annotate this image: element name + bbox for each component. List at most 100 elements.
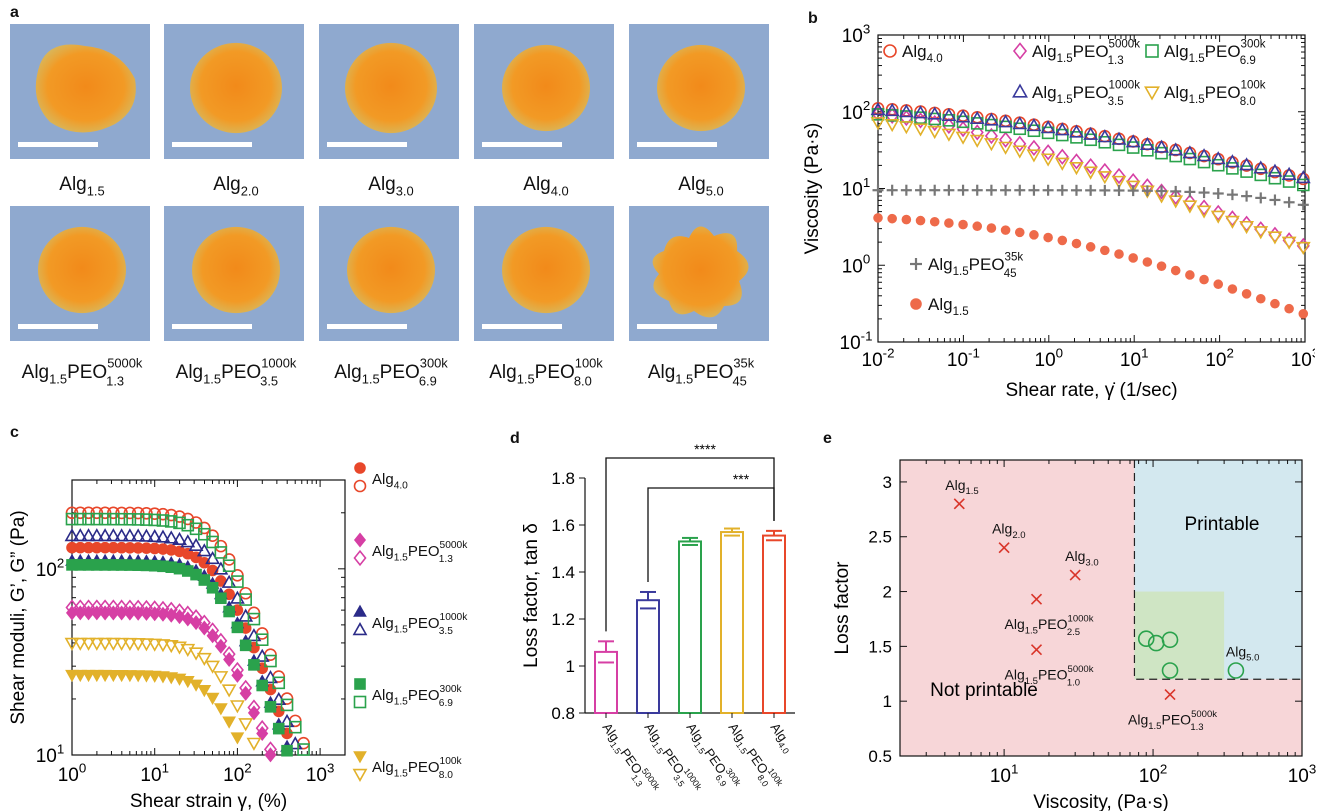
- data-point: [196, 543, 212, 557]
- data-point: [65, 506, 79, 520]
- data-point: [72, 637, 88, 651]
- data-point: [123, 670, 137, 683]
- gel-droplet-photo: [629, 24, 769, 159]
- data-point: [885, 107, 899, 124]
- legend-marker: [353, 751, 367, 764]
- data-point: [1182, 200, 1198, 214]
- caption-text: Alg1.5PEO300k 6.9: [334, 356, 448, 389]
- data-point: [1083, 126, 1099, 140]
- legend-marker: [353, 479, 367, 493]
- data-point: [1199, 274, 1209, 285]
- data-point: [98, 512, 112, 526]
- data-point: [206, 529, 219, 542]
- data-point: [1211, 204, 1225, 222]
- data-point: [927, 125, 943, 140]
- data-point: [264, 654, 277, 668]
- y-tick-label: 1: [883, 692, 892, 711]
- scale-bar: [327, 324, 407, 329]
- data-point: [1030, 644, 1043, 656]
- data-point: [214, 546, 228, 559]
- data-point: [214, 638, 227, 654]
- legend-label: Alg1.5PEO300k 6.9: [1164, 39, 1266, 67]
- data-point: [155, 639, 171, 653]
- bar: [678, 540, 702, 714]
- gel-droplet-photo: [164, 24, 304, 159]
- data-point: [886, 184, 898, 196]
- gel-droplet-photo: [474, 206, 614, 341]
- data-point: [1298, 309, 1309, 319]
- gel-droplet-photo: [164, 206, 304, 341]
- data-point: [1253, 160, 1269, 174]
- data-point: [139, 670, 154, 683]
- data-point: [148, 606, 161, 622]
- data-point: [140, 513, 153, 526]
- panel-letter-e: e: [823, 430, 832, 447]
- data-point: [983, 138, 999, 152]
- data-point: [147, 638, 163, 652]
- data-point: [985, 184, 997, 196]
- scale-bar: [172, 142, 252, 147]
- data-point: [1100, 245, 1110, 256]
- legend-marker: [354, 462, 366, 474]
- data-point: [1014, 227, 1025, 238]
- data-point: [1198, 187, 1210, 199]
- data-point: [156, 514, 170, 527]
- series-4: [64, 637, 262, 751]
- data-point: [206, 628, 219, 644]
- data-point: [1026, 118, 1042, 132]
- data-point: [955, 131, 971, 145]
- data-point: [231, 568, 244, 582]
- data-point: [107, 512, 120, 526]
- data-point: [188, 537, 204, 551]
- y-tick-label: 101: [842, 175, 871, 201]
- data-point: [1183, 152, 1197, 166]
- data-point: [1084, 158, 1098, 175]
- plot-frame: [899, 459, 1303, 757]
- data-point: [123, 512, 137, 526]
- data-point: [147, 670, 162, 683]
- data-point: [107, 605, 120, 621]
- x-tick-label: 102: [1205, 345, 1234, 371]
- data-point: [1226, 162, 1239, 175]
- data-point: [998, 542, 1010, 554]
- data-point: [114, 670, 129, 683]
- photo-caption: Alg5.0: [678, 174, 723, 199]
- data-point: [239, 639, 252, 652]
- data-point: [213, 671, 229, 685]
- data-point: [89, 669, 104, 683]
- data-point: [214, 539, 228, 553]
- photo-caption: Alg4.0: [523, 174, 568, 199]
- data-point: [969, 134, 985, 148]
- data-point: [239, 586, 252, 600]
- data-point: [1240, 215, 1254, 232]
- data-point: [1197, 155, 1211, 169]
- bar: [762, 534, 786, 714]
- data-point: [1254, 168, 1268, 182]
- gel-droplet-photo: [10, 206, 150, 341]
- data-point: [1241, 190, 1253, 202]
- legend-label: Alg1.5PEO1000k 3.5: [372, 612, 468, 637]
- data-point: [1137, 630, 1155, 647]
- data-point: [82, 512, 95, 526]
- data-point: [163, 640, 179, 654]
- data-point: [1029, 230, 1039, 240]
- data-point: [1184, 186, 1196, 198]
- data-point: [1040, 120, 1056, 134]
- data-point: [206, 535, 219, 549]
- data-point: [1156, 261, 1167, 271]
- data-point: [115, 605, 128, 621]
- legend-marker: [353, 604, 367, 617]
- data-point: [165, 607, 178, 623]
- data-point: [198, 620, 211, 636]
- threshold-line: [1133, 460, 1302, 680]
- data-point: [1127, 185, 1139, 197]
- data-point: [288, 720, 302, 734]
- data-point: [1267, 163, 1283, 177]
- y-tick-label: 0.8: [551, 704, 575, 723]
- legend-marker: [1145, 44, 1159, 58]
- data-point: [915, 184, 927, 196]
- x-tick-label: 101: [990, 761, 1019, 787]
- data-point: [986, 223, 997, 233]
- photo-caption: Alg1.5: [59, 174, 104, 199]
